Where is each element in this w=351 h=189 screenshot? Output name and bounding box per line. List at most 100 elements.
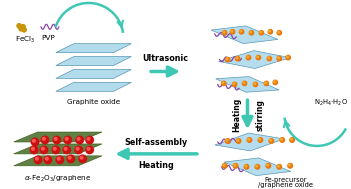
Circle shape [237,139,239,141]
Circle shape [64,147,67,150]
Circle shape [58,157,60,160]
Circle shape [274,81,276,83]
Text: PVP: PVP [41,35,55,41]
Circle shape [68,156,71,159]
Circle shape [32,147,34,150]
Circle shape [268,57,270,59]
Text: Heating: Heating [232,98,241,132]
Circle shape [53,147,56,150]
Text: $\alpha$-Fe$_2$O$_3$/graphene: $\alpha$-Fe$_2$O$_3$/graphene [24,174,92,184]
Circle shape [222,82,224,84]
Circle shape [44,156,52,164]
Circle shape [42,138,45,140]
Text: /graphene oxide: /graphene oxide [258,182,313,188]
Circle shape [41,147,44,150]
Circle shape [239,30,244,34]
Circle shape [234,164,236,166]
Circle shape [277,164,282,169]
Circle shape [231,30,233,32]
Circle shape [225,139,230,143]
Circle shape [233,163,238,168]
Circle shape [267,56,271,61]
Circle shape [230,30,235,34]
Polygon shape [215,133,284,151]
Text: N$_2$H$_4$·H$_2$O: N$_2$H$_4$·H$_2$O [314,98,348,108]
Text: Heating: Heating [138,161,174,170]
Circle shape [53,136,61,144]
Circle shape [240,30,242,32]
Circle shape [277,31,282,35]
Circle shape [222,163,227,168]
Circle shape [245,165,247,167]
Circle shape [250,31,252,33]
Circle shape [273,80,277,85]
Circle shape [41,136,49,144]
Polygon shape [216,77,279,92]
Circle shape [40,146,48,154]
Circle shape [76,147,79,150]
Circle shape [258,138,263,142]
Circle shape [17,24,21,28]
Circle shape [236,139,241,143]
Circle shape [269,139,273,143]
Circle shape [280,138,285,142]
Circle shape [19,27,23,31]
Circle shape [33,139,35,142]
Polygon shape [14,132,102,142]
Circle shape [86,146,93,154]
Circle shape [270,139,272,141]
Text: Self-assembly: Self-assembly [125,138,188,147]
Circle shape [223,31,227,35]
Circle shape [34,156,42,164]
Circle shape [267,164,269,166]
Circle shape [247,56,249,58]
Circle shape [247,138,252,142]
Circle shape [253,82,258,87]
Circle shape [256,165,258,167]
Text: stirring: stirring [256,99,265,131]
Circle shape [248,138,250,140]
Circle shape [291,138,292,140]
Circle shape [223,164,225,166]
Circle shape [268,30,272,34]
Circle shape [278,57,279,59]
Circle shape [278,165,279,167]
Circle shape [269,30,271,32]
Circle shape [259,138,260,140]
Circle shape [223,31,225,33]
Circle shape [75,146,82,154]
Circle shape [87,147,90,150]
Circle shape [86,136,93,144]
Circle shape [21,25,25,29]
Circle shape [76,136,84,144]
Circle shape [226,58,228,60]
Circle shape [236,56,240,61]
Circle shape [244,164,249,169]
Text: Fe-precursor: Fe-precursor [264,177,306,183]
Circle shape [79,155,86,163]
Circle shape [264,81,269,86]
Circle shape [35,157,38,160]
Polygon shape [56,44,131,53]
Circle shape [259,31,264,35]
Circle shape [30,146,38,154]
Circle shape [77,138,80,140]
Circle shape [56,156,64,164]
Circle shape [52,146,60,154]
Circle shape [288,163,292,168]
Circle shape [286,55,290,60]
Circle shape [266,163,271,168]
Circle shape [236,57,238,59]
Circle shape [278,31,279,33]
Polygon shape [219,51,290,68]
Polygon shape [56,82,131,91]
Circle shape [31,138,39,146]
Circle shape [63,146,71,154]
Polygon shape [211,26,278,44]
Polygon shape [14,144,102,154]
Circle shape [256,55,260,60]
Circle shape [243,82,245,84]
Circle shape [249,31,254,35]
Circle shape [265,82,266,84]
Circle shape [80,156,83,159]
